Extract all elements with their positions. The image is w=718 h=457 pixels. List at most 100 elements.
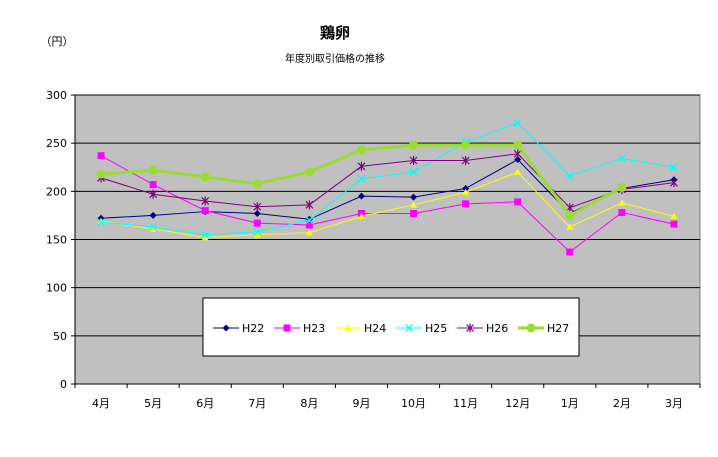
data-point [253, 219, 261, 227]
legend-label: H23 [303, 322, 325, 335]
data-point [410, 201, 418, 208]
data-point [149, 225, 157, 232]
legend-label: H22 [242, 322, 264, 335]
x-tick-label: 3月 [665, 397, 683, 410]
data-point [305, 221, 313, 229]
x-tick-label: 2月 [613, 397, 631, 410]
legend-item-h23: H23 [274, 322, 325, 335]
data-point [97, 152, 105, 160]
data-point [513, 149, 522, 159]
data-point [344, 324, 352, 331]
data-point [201, 207, 209, 215]
data-point [617, 154, 626, 163]
x-tick-label: 10月 [401, 397, 426, 410]
data-point [670, 212, 678, 220]
data-point [618, 199, 626, 206]
data-point [405, 324, 413, 332]
series-line [100, 153, 675, 209]
data-point [149, 189, 158, 199]
y-tick-label: 200 [46, 185, 67, 198]
legend-label: H26 [486, 322, 508, 335]
data-point [253, 231, 261, 238]
data-point [566, 223, 574, 230]
series-h23 [97, 152, 678, 256]
data-point [617, 182, 627, 192]
data-point [222, 324, 230, 332]
y-tick-label: 100 [46, 282, 67, 295]
legend-label: H27 [547, 322, 569, 335]
chart-title: 鶏卵 [320, 24, 350, 42]
data-point [148, 165, 158, 175]
x-tick-label: 12月 [505, 397, 530, 410]
data-point [253, 202, 262, 212]
data-point [305, 216, 314, 225]
data-point [461, 140, 471, 150]
data-point [201, 230, 210, 239]
data-point [201, 196, 210, 206]
y-tick-label: 300 [46, 89, 67, 102]
data-point [252, 179, 262, 189]
data-point [409, 156, 418, 166]
chart-subtitle: 年度別取引価格の推移 [285, 52, 385, 65]
data-point [149, 181, 157, 189]
data-point [357, 174, 366, 183]
data-point [356, 145, 366, 155]
legend-item-h24: H24 [335, 322, 386, 335]
data-point [357, 192, 365, 200]
series-line [100, 155, 675, 253]
y-tick-label: 150 [46, 234, 67, 247]
series-h25 [97, 118, 678, 239]
data-point [283, 324, 291, 332]
series-line [100, 122, 675, 236]
data-point [201, 234, 209, 241]
series-h27 [96, 140, 627, 220]
data-point [462, 184, 470, 192]
legend-label: H25 [425, 322, 447, 335]
data-point [669, 163, 678, 172]
x-tick-label: 9月 [352, 397, 370, 410]
data-point [565, 171, 574, 180]
x-tick-label: 1月 [561, 397, 579, 410]
data-point [514, 198, 522, 206]
data-point [305, 229, 313, 236]
x-tick-label: 5月 [144, 397, 162, 410]
data-point [409, 168, 418, 177]
grid-lines [75, 94, 700, 337]
y-axis-unit: （円） [41, 35, 74, 48]
data-point [304, 167, 314, 177]
legend-box [202, 297, 580, 357]
data-point [410, 209, 418, 217]
data-point [618, 209, 626, 217]
data-point [200, 172, 210, 182]
x-axis-ticks: 4月 5月 6月 7月 8月 9月 10月 11月 12月 1月 2月 3月 [74, 384, 701, 410]
data-point [410, 193, 418, 201]
legend-item-h25: H25 [396, 322, 447, 335]
data-point [513, 140, 523, 150]
data-point [253, 227, 262, 236]
legend-item-h26: H26 [457, 322, 508, 335]
data-point [566, 248, 574, 256]
data-point [409, 140, 419, 150]
data-point [513, 118, 522, 127]
data-point [149, 211, 157, 219]
data-point [565, 210, 575, 220]
y-tick-label: 250 [46, 137, 67, 150]
y-tick-label: 50 [53, 330, 67, 343]
x-tick-label: 11月 [453, 397, 478, 410]
legend-label: H24 [364, 322, 386, 335]
data-point [253, 209, 261, 217]
data-point [514, 168, 522, 175]
legend-item-h27: H27 [518, 322, 569, 335]
data-point [466, 323, 474, 333]
legend: H22 H23 H24 H25 H26 H27 [202, 297, 580, 357]
data-point [97, 218, 106, 227]
data-point [357, 212, 365, 220]
y-tick-label: 0 [60, 378, 67, 391]
data-point [526, 323, 536, 333]
x-tick-label: 4月 [92, 397, 110, 410]
series-h24 [97, 168, 678, 241]
series-line [100, 171, 675, 239]
x-tick-label: 7月 [248, 397, 266, 410]
legend-item-h22: H22 [213, 322, 264, 335]
